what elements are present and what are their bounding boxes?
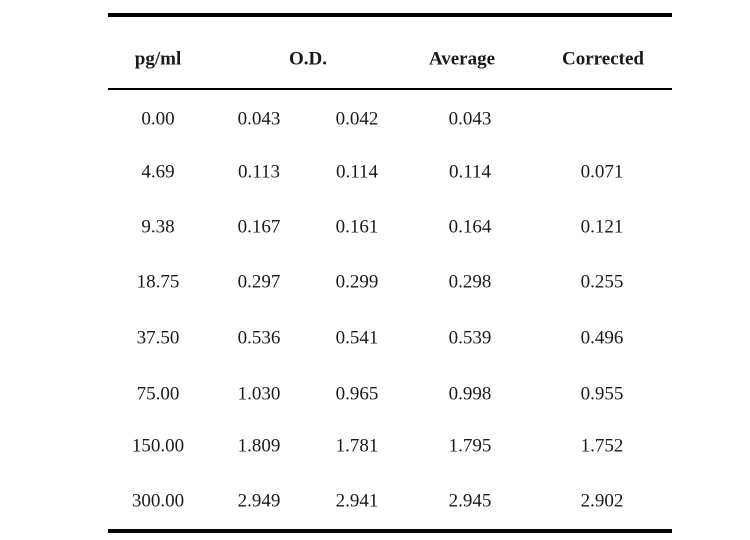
table-top-rule xyxy=(108,13,672,17)
cell-concentration: 37.50 xyxy=(136,327,180,349)
cell-od-1: 0.536 xyxy=(237,327,281,349)
cell-average: 0.114 xyxy=(448,161,492,183)
header-od: O.D. xyxy=(289,48,327,70)
cell-corrected: 2.902 xyxy=(580,490,624,512)
cell-concentration: 300.00 xyxy=(131,490,185,512)
cell-od-2: 0.965 xyxy=(335,383,379,405)
cell-od-1: 0.167 xyxy=(237,216,281,238)
cell-corrected: 1.752 xyxy=(580,435,624,457)
cell-od-2: 0.161 xyxy=(335,216,379,238)
cell-average: 0.164 xyxy=(448,216,492,238)
cell-od-1: 0.113 xyxy=(237,161,281,183)
cell-average: 0.998 xyxy=(448,383,492,405)
cell-average: 0.298 xyxy=(448,271,492,293)
cell-corrected: 0.955 xyxy=(580,383,624,405)
cell-od-2: 0.114 xyxy=(335,161,379,183)
cell-od-2: 0.299 xyxy=(335,271,379,293)
cell-concentration: 75.00 xyxy=(136,383,180,405)
cell-average: 0.539 xyxy=(448,327,492,349)
cell-od-1: 0.043 xyxy=(237,108,281,130)
cell-od-1: 2.949 xyxy=(237,490,281,512)
cell-concentration: 9.38 xyxy=(141,216,175,238)
cell-corrected: 0.496 xyxy=(580,327,624,349)
cell-od-1: 0.297 xyxy=(237,271,281,293)
cell-corrected: 0.121 xyxy=(580,216,624,238)
header-corrected: Corrected xyxy=(562,48,644,70)
cell-average: 0.043 xyxy=(448,108,492,130)
cell-od-2: 0.042 xyxy=(335,108,379,130)
cell-od-1: 1.809 xyxy=(237,435,281,457)
cell-concentration: 4.69 xyxy=(141,161,175,183)
cell-average: 1.795 xyxy=(448,435,492,457)
header-rule xyxy=(108,88,672,90)
cell-average: 2.945 xyxy=(448,490,492,512)
cell-od-2: 2.941 xyxy=(335,490,379,512)
header-concentration: pg/ml xyxy=(134,48,182,70)
cell-corrected: 0.071 xyxy=(580,161,624,183)
cell-od-2: 1.781 xyxy=(335,435,379,457)
cell-od-2: 0.541 xyxy=(335,327,379,349)
cell-concentration: 0.00 xyxy=(141,108,175,130)
cell-concentration: 18.75 xyxy=(136,271,180,293)
cell-corrected: 0.255 xyxy=(580,271,624,293)
cell-od-1: 1.030 xyxy=(237,383,281,405)
cell-concentration: 150.00 xyxy=(131,435,185,457)
table-bottom-rule xyxy=(108,529,672,533)
header-average: Average xyxy=(428,48,496,70)
